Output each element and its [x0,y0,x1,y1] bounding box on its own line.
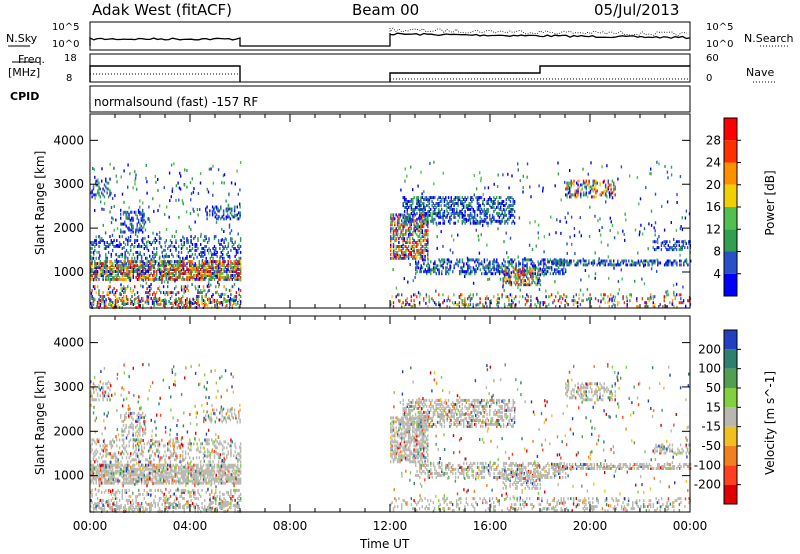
power-ytick-label-3: 4000 [53,133,84,147]
xtick-label-3: 12:00 [373,519,408,533]
power-cbtick-label-0: 28 [706,133,721,147]
power-colorbar-swatch-0 [724,118,737,141]
velocity-colorbar-swatch-2 [724,368,737,388]
nsearch-tick-high: 10^5 [706,22,734,33]
power-colorbar-swatch-3 [724,184,737,207]
velocity-colorbar-swatch-7 [724,465,737,485]
velocity-cbtick-label-3: 15 [706,400,721,414]
power-scatter [90,160,692,309]
nsearch-tick-low: 10^0 [706,39,734,50]
velocity-colorbar-frame [723,329,738,505]
freq-tick-high: 18 [64,53,77,64]
power-cbtick-label-2: 20 [706,178,721,192]
power-ytick-label-2: 3000 [53,177,84,191]
velocity-ytick-label-3: 4000 [53,336,84,350]
power-colorbar-swatch-5 [724,229,737,252]
power-colorbar-swatch-1 [724,140,737,163]
velocity-cbtick-label-0: 200 [698,342,721,356]
velocity-colorbar-swatch-1 [724,349,737,369]
velocity-colorbar-swatch-5 [724,426,737,446]
x-axis-label: Time UT [360,537,410,551]
power-cbtick-label-5: 8 [713,245,721,259]
velocity-ytick-label-2: 3000 [53,380,84,394]
freq-unit-label: [MHz] [8,66,41,79]
nsky-tick-low: 10^0 [52,39,80,50]
nsky-panel-frame [89,21,691,51]
nsky-tick-high: 10^5 [52,22,80,33]
power-ytick-label-1: 2000 [53,221,84,235]
power-colorbar-swatch-4 [724,207,737,230]
velocity-colorbar-swatch-3 [724,388,737,408]
xtick-label-5: 20:00 [573,519,608,533]
power-colorbar-swatch-6 [724,251,737,274]
station-title: Adak West (fitACF) [92,1,232,19]
date-title: 05/Jul/2013 [594,1,680,19]
power-cbtick-label-4: 12 [706,222,721,236]
velocity-cbtick-label-1: 100 [698,362,721,376]
xtick-label-4: 16:00 [473,519,508,533]
velocity-colorbar-swatch-0 [724,330,737,350]
nave-trace [90,73,690,80]
power-cbtick-label-3: 16 [706,200,721,214]
xtick-label-2: 08:00 [273,519,308,533]
nave-tick-low: 0 [706,73,713,84]
nave-tick-high: 60 [706,53,719,64]
cpid-panel-frame [89,85,691,113]
velocity-scatter [90,363,692,513]
velocity-cbtick-label-7: -200 [694,478,721,492]
xtick-label-0: 00:00 [73,519,108,533]
beam-title: Beam 00 [352,1,420,19]
power-cbtick-label-6: 4 [713,267,721,281]
freq-tick-low: 8 [66,73,73,84]
nsearch-label: N.Search [744,32,794,45]
velocity-cbtick-label-4: -15 [701,420,721,434]
velocity-ytick-label-0: 1000 [53,469,84,483]
velocity-colorbar-swatch-6 [724,446,737,466]
nsky-trace [89,32,691,47]
cpid-label: CPID [10,90,40,103]
velocity-cbtick-label-6: -100 [694,458,721,472]
nsearch-trace [389,27,688,37]
xtick-label-1: 04:00 [173,519,208,533]
power-cbtick-label-1: 24 [706,156,721,170]
power-colorbar-swatch-2 [724,162,737,185]
velocity-colorbar-swatch-4 [724,407,737,427]
freq-label: Freq. [18,53,46,66]
cpid-text: normalsound (fast) -157 RF [94,95,259,109]
power-colorbar-swatch-7 [724,273,737,296]
xtick-label-6: 00:00 [673,519,708,533]
nave-label: Nave [746,66,775,79]
velocity-cbtick-label-2: 50 [706,381,721,395]
velocity-ytick-label-1: 2000 [53,424,84,438]
velocity-cbtick-label-5: -50 [701,439,721,453]
power-ytick-label-0: 1000 [53,265,84,279]
velocity-colorbar-swatch-8 [724,484,737,504]
nsky-label: N.Sky [6,32,38,45]
